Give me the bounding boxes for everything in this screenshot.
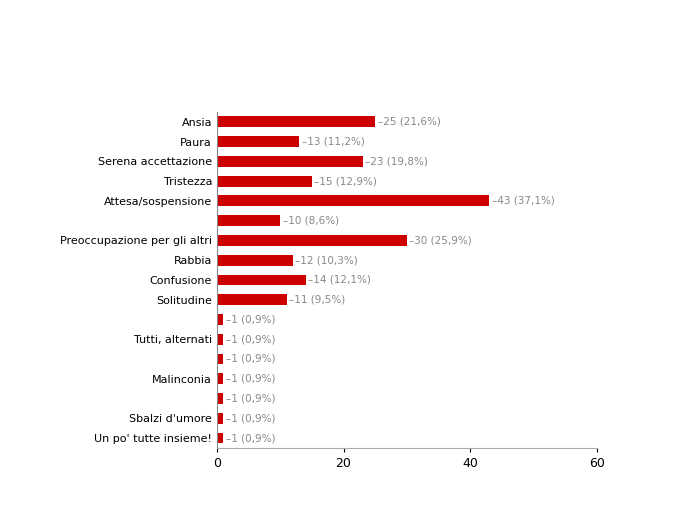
Text: –13 (11,2%): –13 (11,2%) [302,136,365,147]
Text: –1 (0,9%): –1 (0,9%) [226,334,275,344]
Bar [217,294,287,305]
Text: –1 (0,9%): –1 (0,9%) [226,393,275,404]
Bar [217,373,223,384]
Bar [217,176,312,187]
Text: –10 (8,6%): –10 (8,6%) [283,216,339,225]
Text: –1 (0,9%): –1 (0,9%) [226,433,275,443]
Text: –1 (0,9%): –1 (0,9%) [226,315,275,324]
Text: –23 (19,8%): –23 (19,8%) [365,156,428,166]
Bar [217,334,223,345]
Text: –1 (0,9%): –1 (0,9%) [226,354,275,364]
Text: –30 (25,9%): –30 (25,9%) [410,236,472,245]
Bar [217,156,363,167]
Text: –1 (0,9%): –1 (0,9%) [226,413,275,423]
Bar [217,254,293,266]
Bar [217,354,223,364]
Bar [217,235,407,246]
Text: –14 (12,1%): –14 (12,1%) [308,275,371,285]
Text: –1 (0,9%): –1 (0,9%) [226,374,275,384]
Bar [217,433,223,443]
Text: –15 (12,9%): –15 (12,9%) [315,176,377,186]
Text: –11 (9,5%): –11 (9,5%) [289,295,345,305]
Bar [217,413,223,423]
Bar [217,274,306,286]
Bar [217,314,223,325]
Bar [217,117,375,127]
Bar [217,393,223,404]
Bar [217,195,489,206]
Text: –43 (37,1%): –43 (37,1%) [492,196,555,206]
Bar [217,136,299,147]
Text: –25 (21,6%): –25 (21,6%) [378,117,441,127]
Bar [217,215,280,226]
Text: –12 (10,3%): –12 (10,3%) [296,255,358,265]
